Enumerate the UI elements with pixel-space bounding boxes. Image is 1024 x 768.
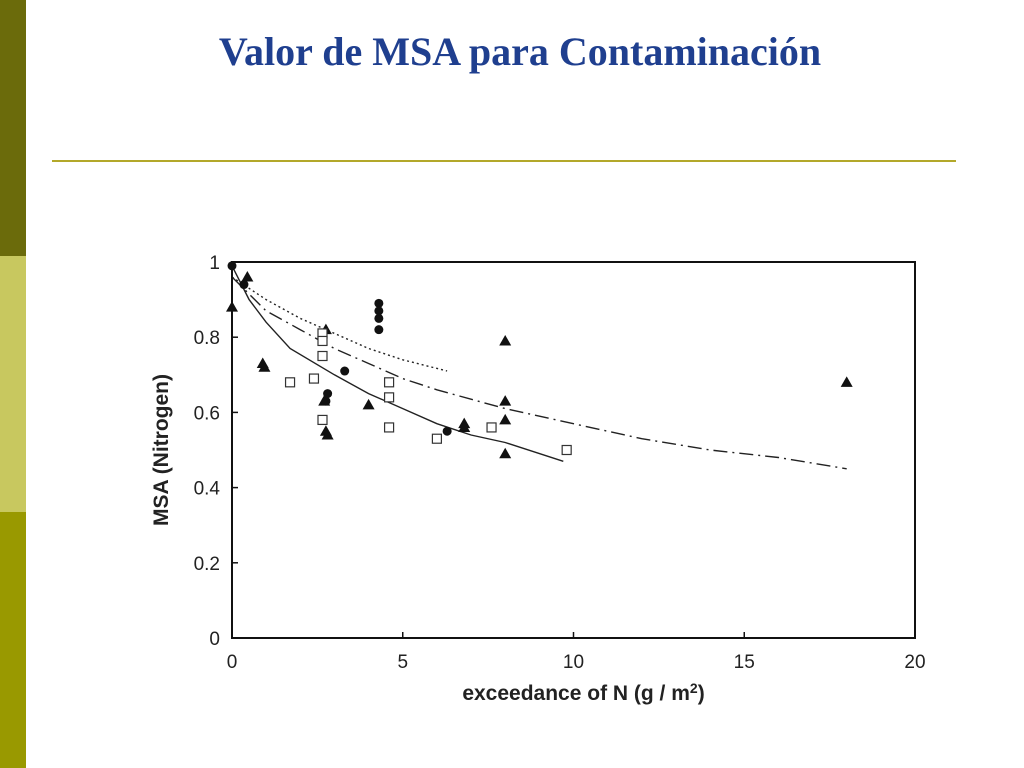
- y-tick-label: 0.2: [194, 554, 220, 575]
- y-tick-label: 0.6: [194, 403, 220, 424]
- x-axis-title: exceedance of N (g / m2): [462, 680, 704, 705]
- x-tick-label: 20: [904, 652, 925, 673]
- triangle-point: [321, 428, 334, 440]
- decor-bar-top: [0, 0, 26, 256]
- triangle-point: [499, 395, 512, 406]
- triangle-point: [241, 271, 254, 282]
- triangle-point: [499, 413, 512, 425]
- x-tick-label: 0: [227, 652, 238, 673]
- triangle-point: [499, 447, 512, 459]
- square-point: [383, 377, 395, 388]
- y-tick-label: 0.4: [194, 479, 221, 500]
- square-point: [431, 433, 442, 444]
- x-tick-label: 10: [563, 652, 584, 673]
- data-points: [226, 261, 853, 459]
- square-point: [284, 377, 296, 388]
- plot-frame: [231, 261, 916, 639]
- square-point: [383, 392, 395, 403]
- slide-title: Valor de MSA para Contaminación: [218, 29, 822, 74]
- decor-bar-middle: [0, 256, 26, 512]
- circle-point: [374, 313, 384, 323]
- curve-solid: [231, 265, 564, 462]
- x-axis-title-main: exceedance of N (g / m: [462, 682, 690, 705]
- fit-curves: [231, 265, 847, 470]
- triangle-point: [499, 334, 512, 346]
- circle-point: [442, 426, 452, 436]
- square-point: [317, 414, 328, 426]
- circle-point: [323, 389, 333, 399]
- circle-point: [340, 366, 350, 376]
- triangle-point: [258, 361, 271, 372]
- y-tick-label: 0: [209, 629, 220, 650]
- x-tick-label: 5: [397, 652, 408, 673]
- square-point: [383, 422, 395, 433]
- y-axis-title: MSA (Nitrogen): [150, 374, 173, 526]
- square-point: [486, 422, 497, 433]
- x-axis-title-sup: 2: [690, 680, 698, 696]
- square-point: [308, 373, 320, 384]
- curve-dotted: [231, 276, 448, 372]
- triangle-point: [458, 421, 471, 432]
- x-tick-label: 15: [734, 652, 755, 673]
- circle-point: [374, 306, 384, 316]
- circle-point: [374, 298, 384, 308]
- title-rule: [52, 160, 956, 162]
- decor-bar-bottom: [0, 512, 26, 768]
- y-tick-label: 0.8: [194, 328, 220, 349]
- axis-ticks: 0 5 10 15 20 0 0.2 0.4 0.6 0.8 1: [194, 253, 926, 673]
- y-tick-label: 1: [209, 253, 220, 274]
- curve-dashdot: [231, 276, 847, 470]
- x-axis-title-tail: ): [698, 682, 705, 705]
- triangle-point: [362, 398, 375, 410]
- circle-point: [374, 325, 384, 335]
- triangle-point: [318, 395, 331, 406]
- circle-point: [239, 280, 249, 290]
- square-point: [317, 335, 328, 347]
- triangle-point: [840, 376, 853, 387]
- square-point: [317, 350, 328, 362]
- square-point: [561, 444, 572, 456]
